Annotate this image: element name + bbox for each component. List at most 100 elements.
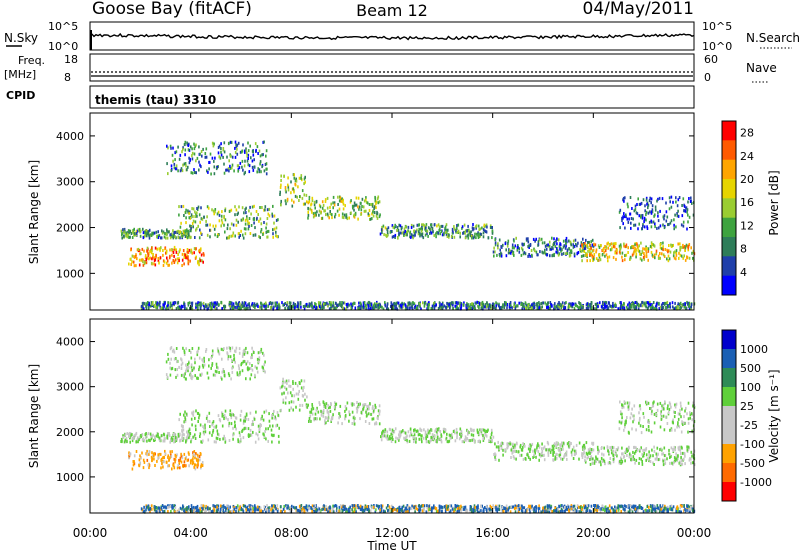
power-cell: [683, 254, 685, 258]
power-cell: [500, 307, 503, 311]
velocity-cell: [479, 428, 481, 432]
velocity-cell: [674, 403, 676, 407]
power-cell: [263, 208, 265, 212]
power-cell: [674, 213, 676, 217]
power-cell: [602, 248, 604, 252]
power-cell: [451, 229, 454, 233]
power-cell: [472, 236, 475, 240]
power-cell: [200, 217, 203, 221]
velocity-cell: [391, 436, 394, 439]
velocity-cell: [473, 438, 475, 442]
power-cell: [565, 252, 567, 256]
velocity-cell: [591, 441, 593, 445]
power-cell: [523, 305, 525, 309]
velocity-cell: [638, 418, 641, 422]
power-cell: [314, 206, 316, 210]
velocity-cell: [128, 456, 130, 460]
power-cell: [373, 211, 376, 214]
power-cell: [187, 209, 189, 213]
velocity-cell: [129, 452, 131, 456]
power-cell: [376, 216, 379, 220]
velocity-cell: [488, 439, 490, 443]
velocity-cell: [660, 412, 662, 416]
power-cell: [260, 302, 263, 306]
power-cell: [324, 200, 327, 203]
velocity-cell: [170, 357, 172, 361]
power-cell: [609, 248, 612, 252]
power-cell: [680, 305, 683, 309]
power-cell: [521, 302, 523, 306]
velocity-cell: [691, 461, 694, 465]
power-cell: [283, 303, 285, 306]
power-cell: [674, 307, 676, 311]
power-cell: [494, 306, 497, 310]
velocity-cell: [214, 369, 217, 373]
power-cell: [410, 223, 413, 227]
power-cell: [323, 302, 325, 306]
power-cell: [640, 241, 642, 245]
power-cell: [207, 170, 209, 174]
power-cell: [582, 305, 584, 309]
velocity-cell: [230, 377, 232, 381]
velocity-cell: [256, 357, 259, 361]
power-cell: [193, 168, 195, 172]
noise-trace: [89, 30, 695, 50]
power-cell: [261, 206, 263, 209]
power-cell: [194, 236, 196, 239]
velocity-cell: [553, 442, 556, 446]
velocity-cell: [289, 384, 292, 388]
velocity-cell: [668, 411, 670, 414]
power-cell: [157, 258, 160, 262]
power-cell: [315, 303, 317, 306]
velocity-cell: [314, 412, 317, 416]
power-cell: [568, 247, 571, 251]
power-cell: [559, 247, 561, 251]
velocity-cell: [500, 442, 502, 446]
power-cell: [213, 172, 216, 176]
power-cell: [401, 225, 403, 229]
velocity-cell: [339, 404, 342, 408]
velocity-cell: [417, 433, 420, 437]
velocity-cell: [173, 440, 175, 444]
power-cell: [485, 230, 488, 234]
velocity-cell: [440, 440, 443, 444]
power-cell: [668, 207, 671, 211]
power-cell: [619, 301, 621, 305]
power-cell: [208, 161, 210, 164]
velocity-cell: [592, 448, 595, 452]
velocity-cell: [281, 381, 284, 385]
velocity-cell: [399, 434, 401, 438]
power-cell: [214, 303, 217, 307]
power-cell: [427, 306, 430, 310]
velocity-cell: [238, 367, 240, 371]
power-cell: [558, 305, 560, 309]
velocity-cell: [249, 428, 252, 432]
velocity-cell: [285, 379, 288, 383]
velocity-cell: [193, 435, 196, 438]
power-cell: [542, 301, 544, 305]
power-cell: [629, 196, 632, 199]
velocity-cell: [221, 357, 223, 361]
velocity-cell: [188, 361, 190, 365]
velocity-cell: [197, 459, 199, 463]
velocity-cell: [386, 430, 389, 434]
velocity-cell: [514, 443, 516, 447]
power-cell: [309, 302, 312, 306]
power-cell: [231, 304, 233, 308]
power-cell: [586, 259, 588, 263]
velocity-cell: [662, 414, 665, 418]
velocity-cell: [199, 432, 202, 436]
velocity-cell: [238, 431, 241, 435]
power-cell: [371, 204, 374, 208]
power-cell: [485, 223, 488, 227]
velocity-cell: [494, 455, 496, 459]
power-cell: [228, 234, 231, 238]
power-cell: [590, 253, 593, 257]
velocity-cell: [681, 462, 684, 466]
power-cell: [143, 234, 146, 238]
velocity-cell: [272, 412, 274, 416]
power-cell: [479, 227, 481, 231]
velocity-cell: [202, 439, 204, 443]
power-cell: [649, 301, 651, 304]
